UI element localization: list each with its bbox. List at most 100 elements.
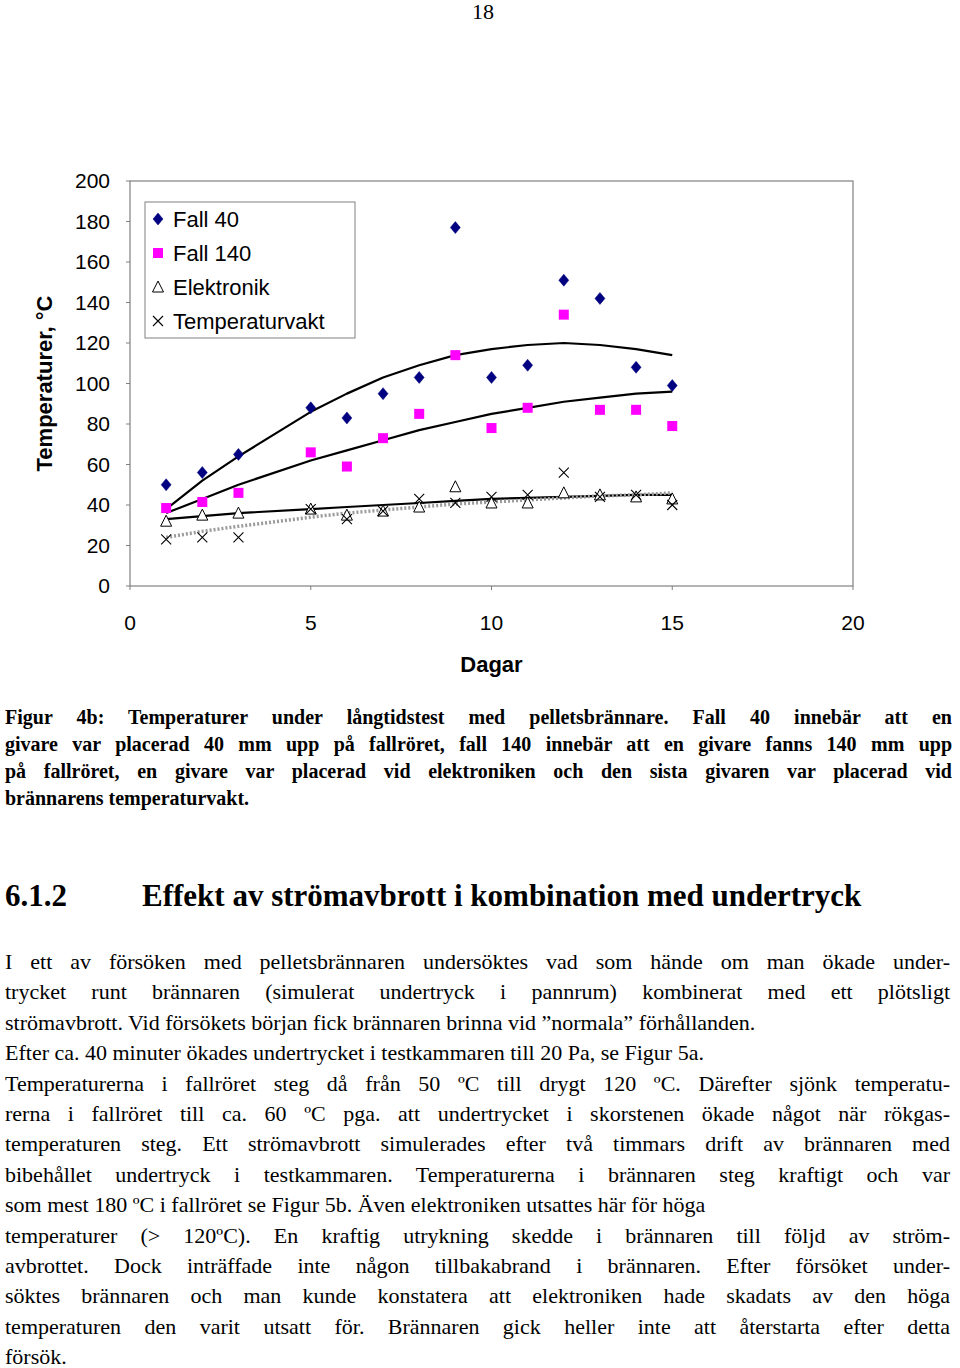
- paragraph-line: temperaturen den varit utsatt för. Bränn…: [5, 1315, 950, 1339]
- paragraph-line: Temperaturerna i fallröret steg då från …: [5, 1072, 950, 1096]
- data-point: [595, 405, 605, 415]
- x-tick-label: 15: [661, 611, 684, 634]
- y-tick: [126, 505, 130, 506]
- paragraph-line: trycket runt brännaren (simulerat undert…: [5, 980, 950, 1004]
- data-point: [523, 403, 533, 413]
- y-tick-label: 100: [75, 372, 110, 395]
- x-tick: [491, 586, 492, 590]
- paragraph-line: temperaturer (> 120ºC). En kraftig utryk…: [5, 1224, 950, 1248]
- y-tick-label: 180: [75, 210, 110, 233]
- data-point: [306, 447, 316, 457]
- y-tick: [126, 545, 130, 546]
- y-tick-label: 200: [75, 169, 110, 192]
- data-point: [161, 503, 171, 513]
- data-point: [233, 488, 243, 498]
- caption-line: Figur 4b: Temperaturer under långtidstes…: [5, 706, 952, 728]
- y-tick: [126, 343, 130, 344]
- data-point: [233, 507, 244, 518]
- data-point: [487, 423, 497, 433]
- data-point: [667, 421, 677, 431]
- page-number: 18: [0, 0, 960, 24]
- legend-label: Fall 40: [173, 207, 239, 232]
- plot-frame: [130, 181, 853, 586]
- paragraph-line: söktes brännaren och man kunde konstater…: [5, 1284, 950, 1308]
- data-point: [414, 494, 424, 504]
- x-axis-label: Dagar: [460, 652, 523, 677]
- data-point: [450, 350, 460, 360]
- data-point: [667, 493, 678, 504]
- x-tick: [130, 586, 131, 590]
- data-point: [631, 405, 641, 415]
- x-tick-label: 10: [480, 611, 503, 634]
- data-point: [378, 506, 388, 516]
- caption-line: givare var placerad 40 mm upp på fallrör…: [5, 733, 952, 755]
- legend-box: [145, 202, 355, 338]
- data-point: [233, 448, 243, 460]
- legend-label: Fall 140: [173, 241, 251, 266]
- data-point: [559, 274, 569, 286]
- y-tick-label: 140: [75, 291, 110, 314]
- legend-marker: [153, 316, 163, 326]
- y-tick: [126, 221, 130, 222]
- y-tick-label: 0: [98, 574, 110, 597]
- data-point: [233, 532, 243, 542]
- caption-line: på fallröret, en givare var placerad vid…: [5, 760, 952, 782]
- data-point: [306, 402, 316, 414]
- section-number: 6.1.2: [5, 878, 67, 914]
- legend-marker: [153, 213, 163, 225]
- section-title: Effekt av strömavbrott i kombination med…: [142, 878, 861, 914]
- data-point: [378, 505, 389, 516]
- y-axis-label: Temperaturer, °C: [32, 295, 57, 471]
- data-point: [197, 497, 207, 507]
- data-point: [161, 515, 172, 526]
- data-point: [450, 222, 460, 234]
- y-tick: [126, 302, 130, 303]
- data-point: [450, 498, 460, 508]
- paragraph-line: bibehållet undertryck i testkammaren. Te…: [5, 1163, 950, 1187]
- y-tick: [126, 586, 130, 587]
- x-tick-label: 5: [305, 611, 317, 634]
- data-point: [197, 532, 207, 542]
- data-point: [667, 380, 677, 392]
- paragraph-line: I ett av försöken med pelletsbrännaren u…: [5, 950, 950, 974]
- data-point: [559, 310, 569, 320]
- data-point: [595, 492, 605, 502]
- y-tick: [126, 464, 130, 465]
- data-point: [197, 467, 207, 479]
- data-point: [197, 509, 208, 520]
- legend: Fall 40Fall 140ElektronikTemperaturvakt: [145, 202, 355, 338]
- y-tick-label: 120: [75, 331, 110, 354]
- y-tick: [126, 424, 130, 425]
- paragraph-line: rerna i fallröret till ca. 60 ºC pga. at…: [5, 1102, 950, 1126]
- data-point: [342, 462, 352, 472]
- paragraph-line: temperaturen steg. Ett strömavbrott simu…: [5, 1132, 950, 1156]
- data-point: [378, 433, 388, 443]
- data-point: [631, 491, 642, 502]
- legend-marker: [153, 281, 164, 292]
- data-point: [595, 292, 605, 304]
- data-point: [631, 490, 641, 500]
- data-point: [342, 412, 352, 424]
- x-tick: [672, 586, 673, 590]
- y-tick-label: 160: [75, 250, 110, 273]
- data-point: [523, 359, 533, 371]
- y-tick-label: 20: [87, 534, 110, 557]
- paragraph-line: försök.: [5, 1345, 67, 1368]
- y-tick-label: 40: [87, 493, 110, 516]
- data-point: [378, 388, 388, 400]
- y-tick: [126, 383, 130, 384]
- data-point: [667, 500, 677, 510]
- paragraph-line: strömavbrott. Vid försökets början fick …: [5, 1011, 755, 1035]
- paragraph-line: Efter ca. 40 minuter ökades undertrycket…: [5, 1041, 704, 1065]
- x-tick-label: 20: [841, 611, 864, 634]
- caption-line: brännarens temperaturvakt.: [5, 787, 249, 809]
- data-point: [631, 361, 641, 373]
- data-point: [559, 468, 569, 478]
- paragraph-line: som mest 180 ºC i fallröret se Figur 5b.…: [5, 1193, 705, 1217]
- data-point: [306, 504, 316, 514]
- data-point: [486, 497, 497, 508]
- legend-marker: [153, 248, 163, 258]
- y-tick: [126, 181, 130, 182]
- y-tick-label: 60: [87, 453, 110, 476]
- x-tick: [853, 586, 854, 590]
